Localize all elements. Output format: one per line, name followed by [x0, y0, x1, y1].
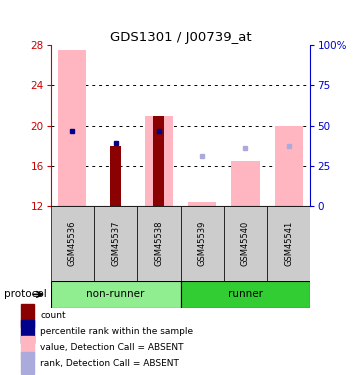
Text: protocol: protocol	[4, 290, 46, 299]
Text: rank, Detection Call = ABSENT: rank, Detection Call = ABSENT	[40, 359, 179, 368]
Text: GSM45540: GSM45540	[241, 221, 250, 266]
Text: GSM45537: GSM45537	[111, 221, 120, 267]
Bar	[275, 126, 303, 206]
Bar	[21, 352, 34, 374]
Bar	[51, 281, 180, 308]
Bar	[94, 206, 137, 281]
Bar	[224, 206, 267, 281]
Bar	[180, 281, 310, 308]
Text: runner: runner	[228, 290, 263, 299]
Bar	[21, 320, 34, 343]
Title: GDS1301 / J00739_at: GDS1301 / J00739_at	[110, 31, 251, 44]
Text: value, Detection Call = ABSENT: value, Detection Call = ABSENT	[40, 343, 184, 352]
Text: count: count	[40, 311, 66, 320]
Bar	[145, 116, 173, 206]
Bar	[58, 50, 86, 206]
Text: GSM45541: GSM45541	[284, 221, 293, 266]
Text: non-runner: non-runner	[86, 290, 145, 299]
Bar	[51, 206, 94, 281]
Bar	[231, 161, 260, 206]
Bar	[153, 116, 164, 206]
Text: percentile rank within the sample: percentile rank within the sample	[40, 327, 193, 336]
Text: GSM45536: GSM45536	[68, 221, 77, 267]
Bar	[188, 202, 216, 206]
Bar	[21, 336, 34, 358]
Bar	[21, 304, 34, 327]
Bar	[137, 206, 180, 281]
Bar	[180, 206, 224, 281]
Text: GSM45539: GSM45539	[198, 221, 206, 266]
Bar	[110, 146, 121, 206]
Bar	[267, 206, 310, 281]
Text: GSM45538: GSM45538	[155, 221, 163, 267]
